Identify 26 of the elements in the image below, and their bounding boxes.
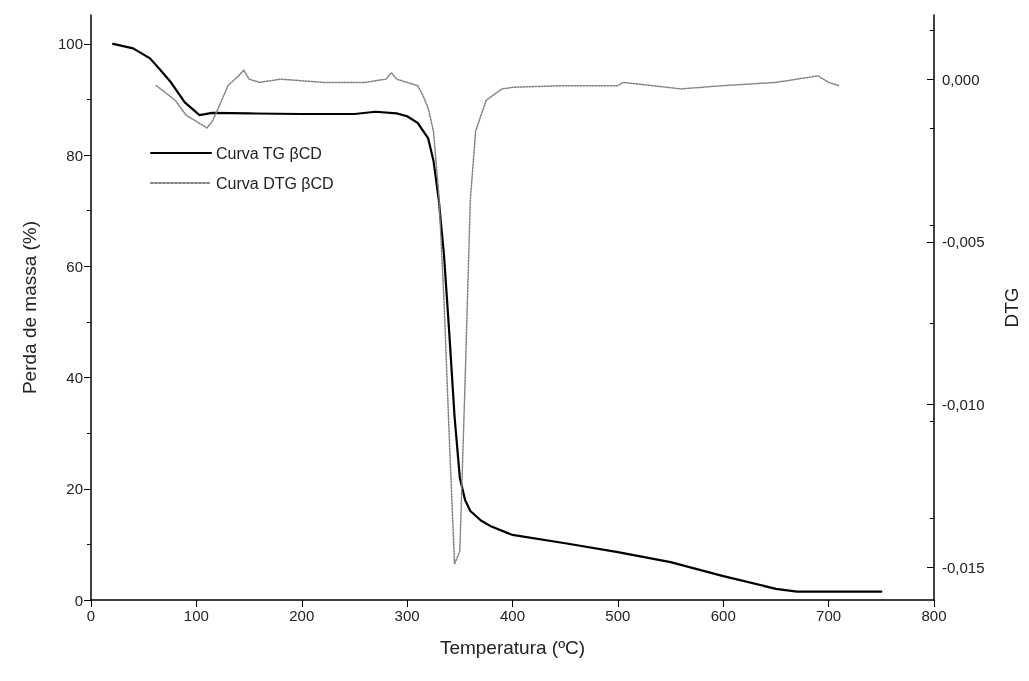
y2-axis-title: DTG [1001, 287, 1022, 328]
x-tick-label: 800 [921, 607, 947, 624]
x-axis-title: Temperatura (ºC) [439, 637, 586, 658]
line-series [112, 42, 883, 593]
y-tick-label: 100 [57, 35, 83, 53]
y-tick-label: 60 [66, 257, 83, 275]
y-tick-label: 80 [66, 146, 83, 164]
y-axis-title: Perda de massa (%) [19, 220, 40, 395]
x-tick-label: 600 [710, 607, 736, 624]
y-tick-label: 0 [74, 591, 83, 609]
legend-label: Curva TG βCD [216, 144, 322, 162]
y-tick-label: 40 [66, 369, 83, 387]
x-tick-label: 700 [816, 607, 842, 624]
x-tick-label: 500 [605, 607, 631, 624]
line-series [155, 69, 840, 565]
x-tick-label: 0 [86, 607, 96, 624]
x-tick-label: 200 [289, 607, 315, 624]
x-tick-label: 100 [183, 607, 209, 624]
y2-tick-label: -0,005 [942, 233, 985, 251]
y2-tick-label: -0,010 [942, 396, 985, 414]
y2-tick-label: 0,000 [942, 70, 980, 88]
legend-label: Curva DTG βCD [216, 174, 334, 192]
x-tick-label: 400 [499, 607, 526, 624]
y-tick-label: 20 [66, 480, 83, 498]
x-tick-label: 300 [394, 607, 420, 624]
y2-tick-label: -0,015 [942, 558, 985, 576]
